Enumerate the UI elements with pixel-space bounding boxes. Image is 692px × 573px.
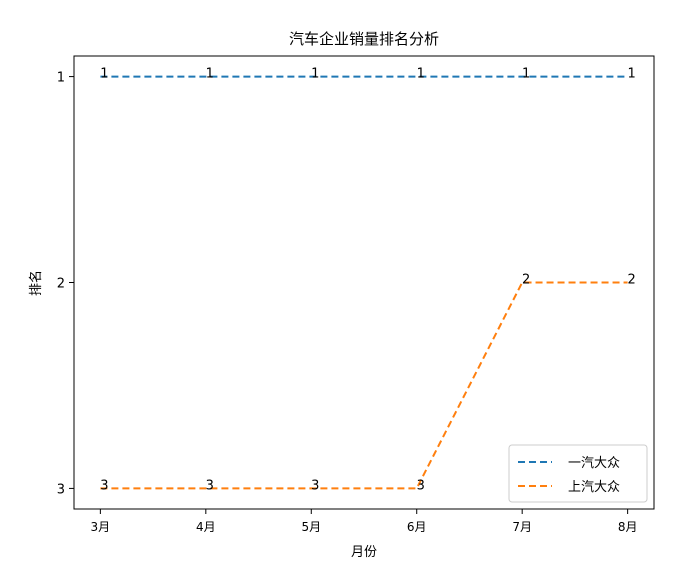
series-line-2 bbox=[100, 281, 628, 490]
x-tick-label: 6月 bbox=[407, 520, 427, 534]
data-label: 1 bbox=[311, 67, 319, 82]
y-tick-label: 3 bbox=[57, 482, 65, 497]
y-axis: 1 2 3 bbox=[57, 71, 74, 497]
data-label: 3 bbox=[417, 478, 425, 493]
data-label: 1 bbox=[100, 67, 108, 82]
legend-label: 上汽大众 bbox=[568, 480, 620, 495]
plot-area bbox=[73, 55, 655, 510]
data-label: 1 bbox=[206, 67, 214, 82]
data-label: 3 bbox=[206, 478, 214, 493]
legend-box bbox=[508, 444, 648, 503]
x-tick-label: 8月 bbox=[618, 520, 638, 534]
y-axis-label: 排名 bbox=[28, 270, 44, 296]
x-axis-label: 月份 bbox=[351, 545, 377, 560]
y-tick-label: 1 bbox=[57, 71, 65, 86]
x-tick-label: 4月 bbox=[196, 520, 216, 534]
data-label: 3 bbox=[100, 478, 108, 493]
data-label: 3 bbox=[311, 478, 319, 493]
data-label: 2 bbox=[627, 273, 635, 288]
x-tick-label: 5月 bbox=[301, 520, 321, 534]
data-label: 1 bbox=[522, 67, 530, 82]
data-label: 1 bbox=[627, 67, 635, 82]
data-label: 1 bbox=[417, 67, 425, 82]
x-tick-label: 7月 bbox=[512, 520, 532, 534]
chart-title: 汽车企业销量排名分析 bbox=[289, 30, 439, 48]
data-label: 2 bbox=[522, 273, 530, 288]
legend-label: 一汽大众 bbox=[568, 456, 620, 471]
data-labels: 1 1 1 1 1 1 3 3 3 3 2 2 bbox=[100, 67, 636, 494]
x-tick-label: 3月 bbox=[91, 520, 111, 534]
series-lines bbox=[100, 75, 628, 490]
x-axis: 3月 4月 5月 6月 7月 8月 bbox=[91, 509, 638, 534]
y-tick-label: 2 bbox=[57, 277, 65, 292]
